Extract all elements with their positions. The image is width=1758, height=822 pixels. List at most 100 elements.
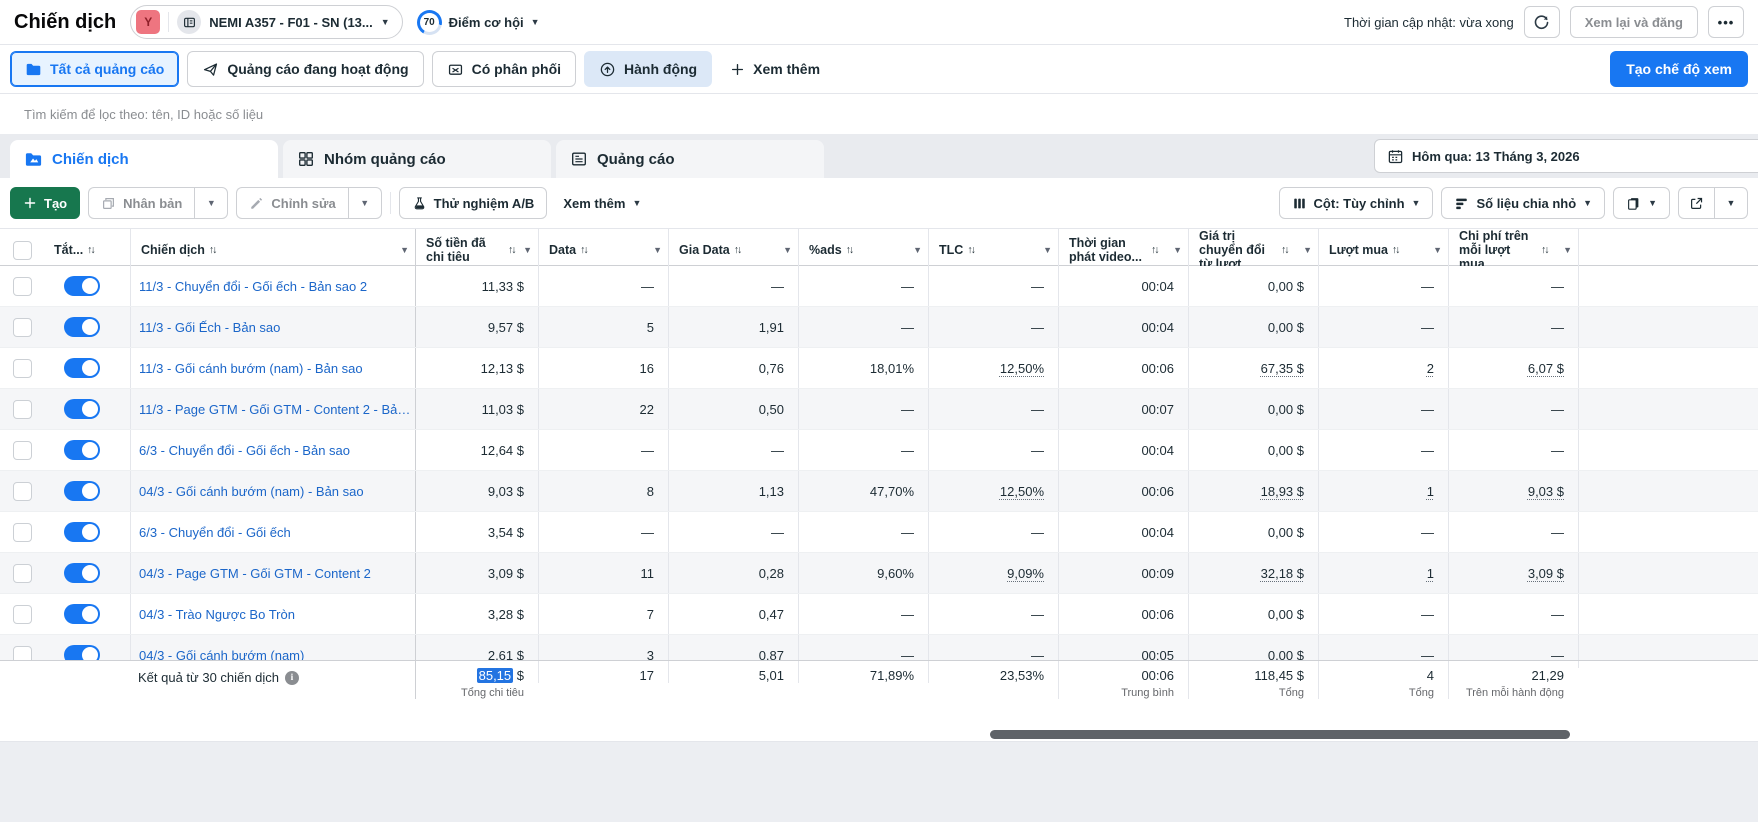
campaign-link[interactable]: 6/3 - Chuyển đổi - Gối ếch (139, 524, 291, 540)
export-button[interactable] (1678, 187, 1714, 219)
cell-value[interactable]: 3,09 $ (1527, 565, 1564, 581)
row-checkbox[interactable] (12, 645, 32, 660)
sort-icon[interactable]: ↑↓ (1151, 244, 1159, 256)
chevron-down-icon[interactable]: ▼ (913, 245, 922, 255)
row-checkbox[interactable] (12, 440, 32, 460)
campaign-toggle[interactable] (64, 399, 100, 419)
duplicate-caret-button[interactable]: ▼ (194, 187, 229, 219)
export-caret-button[interactable]: ▼ (1714, 187, 1748, 219)
cell-value[interactable]: 18,93 $ (1260, 483, 1304, 499)
sort-icon[interactable]: ↑↓ (967, 244, 975, 256)
filter-chip-active-ads[interactable]: Quảng cáo đang hoạt động (187, 51, 424, 87)
campaign-toggle[interactable] (64, 563, 100, 583)
campaign-link[interactable]: 11/3 - Chuyển đổi - Gối ếch - Bản sao 2 (139, 278, 368, 294)
account-selector[interactable]: Y NEMI A357 - F01 - SN (13... ▼ (130, 5, 403, 39)
ab-test-button[interactable]: Thử nghiệm A/B (398, 187, 548, 219)
row-checkbox[interactable] (12, 317, 32, 337)
column-header-spend[interactable]: Số tiền đã chi tiêu ↑↓ ▼ (415, 229, 538, 271)
cell-value[interactable]: 32,18 $ (1260, 565, 1304, 581)
columns-button[interactable]: Cột: Tùy chỉnh ▼ (1278, 187, 1434, 219)
more-options-button[interactable]: ••• (1708, 6, 1744, 38)
tab-campaigns[interactable]: Chiến dịch (10, 140, 278, 178)
campaign-link[interactable]: 04/3 - Trào Ngược Bo Tròn (139, 606, 295, 622)
refresh-button[interactable] (1523, 6, 1560, 38)
column-header-conv[interactable]: Giá trị chuyển đổi từ lượt... ↑↓ ▼ (1188, 229, 1318, 271)
chevron-down-icon[interactable]: ▼ (1433, 245, 1442, 255)
review-publish-button[interactable]: Xem lại và đăng (1569, 6, 1698, 38)
chevron-down-icon[interactable]: ▼ (653, 245, 662, 255)
breakdown-button[interactable]: Số liệu chia nhỏ ▼ (1441, 187, 1606, 219)
column-header-video[interactable]: Thời gian phát video... ↑↓ ▼ (1058, 229, 1188, 271)
edit-caret-button[interactable]: ▼ (347, 187, 382, 219)
campaign-link[interactable]: 11/3 - Gối Ếch - Bản sao (139, 319, 281, 335)
sort-icon[interactable]: ↑↓ (1391, 244, 1400, 256)
select-all-checkbox[interactable] (12, 240, 32, 260)
date-range-button[interactable]: Hôm qua: 13 Tháng 3, 2026 (1374, 139, 1758, 173)
row-checkbox[interactable] (12, 276, 32, 296)
cell-value[interactable]: 12,50% (999, 360, 1044, 376)
column-header-name[interactable]: Chiến dịch ↑↓ ▼ (130, 229, 415, 271)
campaign-toggle[interactable] (64, 522, 100, 542)
cell-value[interactable]: 1 (1426, 565, 1434, 581)
column-header-data[interactable]: Data ↑↓ ▼ (538, 229, 668, 271)
chevron-down-icon[interactable]: ▼ (783, 245, 792, 255)
campaign-toggle[interactable] (64, 358, 100, 378)
filter-chip-delivery[interactable]: Có phân phối (431, 51, 577, 87)
sort-icon[interactable]: ↑↓ (845, 244, 854, 256)
scrollbar-thumb[interactable] (990, 730, 1570, 739)
create-button[interactable]: Tạo (10, 187, 81, 219)
sort-icon[interactable]: ↑↓ (1281, 244, 1289, 256)
row-checkbox[interactable] (12, 604, 32, 624)
see-more-button[interactable]: Xem thêm ▼ (563, 195, 642, 211)
chevron-down-icon[interactable]: ▼ (1043, 245, 1052, 255)
campaign-link[interactable]: 04/3 - Gối cánh bướm (nam) - Bản sao (139, 483, 364, 499)
column-header-tlc[interactable]: TLC ↑↓ ▼ (928, 229, 1058, 271)
reports-button[interactable]: ▼ (1613, 187, 1670, 219)
sort-icon[interactable]: ↑↓ (1541, 244, 1549, 256)
edit-button[interactable]: Chỉnh sửa (236, 187, 348, 219)
column-header-gia[interactable]: Gia Data ↑↓ ▼ (668, 229, 798, 271)
sort-icon[interactable]: ↑↓ (508, 244, 516, 256)
row-checkbox[interactable] (12, 399, 32, 419)
filter-chip-all-ads[interactable]: Tất cả quảng cáo (10, 51, 180, 87)
row-checkbox[interactable] (12, 522, 32, 542)
search-input[interactable] (24, 106, 1734, 122)
cell-value[interactable]: 12,50% (999, 483, 1044, 499)
row-checkbox[interactable] (12, 481, 32, 501)
sort-icon[interactable]: ↑↓ (208, 244, 217, 256)
campaign-link[interactable]: 04/3 - Page GTM - Gối GTM - Content 2 (139, 565, 371, 581)
cell-value[interactable]: 1 (1426, 483, 1434, 499)
filter-chip-action[interactable]: Hành động (584, 51, 713, 87)
row-checkbox[interactable] (12, 358, 32, 378)
campaign-toggle[interactable] (64, 440, 100, 460)
cell-value[interactable]: 9,03 $ (1527, 483, 1564, 499)
cell-value[interactable]: 67,35 $ (1260, 360, 1304, 376)
campaign-toggle[interactable] (64, 604, 100, 624)
duplicate-button[interactable]: Nhân bản (88, 187, 195, 219)
chevron-down-icon[interactable]: ▼ (1563, 245, 1572, 255)
filter-see-more-button[interactable]: Xem thêm (720, 61, 830, 77)
cell-value[interactable]: 6,07 $ (1527, 360, 1564, 376)
create-view-button[interactable]: Tạo chế độ xem (1610, 51, 1748, 87)
sort-icon[interactable]: ↑↓ (733, 244, 742, 256)
chevron-down-icon[interactable]: ▼ (1173, 245, 1182, 255)
cell-value[interactable]: 2 (1426, 360, 1434, 376)
campaign-link[interactable]: 11/3 - Page GTM - Gối GTM - Content 2 - … (139, 401, 415, 417)
campaign-link[interactable]: 6/3 - Chuyển đổi - Gối ếch - Bản sao (139, 442, 351, 458)
chevron-down-icon[interactable]: ▼ (523, 245, 532, 255)
campaign-toggle[interactable] (64, 317, 100, 337)
chevron-down-icon[interactable]: ▼ (400, 245, 409, 255)
sort-icon[interactable]: ↑↓ (87, 244, 95, 256)
column-header-toggle[interactable]: Tắt... ↑↓ (44, 229, 130, 271)
campaign-link[interactable]: 04/3 - Gối cánh bướm (nam) (139, 647, 305, 661)
campaign-toggle[interactable] (64, 276, 100, 296)
campaign-toggle[interactable] (64, 481, 100, 501)
chevron-down-icon[interactable]: ▼ (1303, 245, 1312, 255)
campaign-toggle[interactable] (64, 645, 100, 660)
tab-ad-sets[interactable]: Nhóm quảng cáo (283, 140, 551, 178)
cell-value[interactable]: 9,09% (1007, 565, 1044, 581)
campaign-link[interactable]: 11/3 - Gối cánh bướm (nam) - Bản sao (139, 360, 363, 376)
info-icon[interactable]: i (284, 670, 299, 685)
column-header-cost[interactable]: Chi phí trên mỗi lượt mua ↑↓ ▼ (1448, 229, 1578, 271)
opportunity-score[interactable]: 70 Điểm cơ hội ▼ (416, 9, 540, 35)
